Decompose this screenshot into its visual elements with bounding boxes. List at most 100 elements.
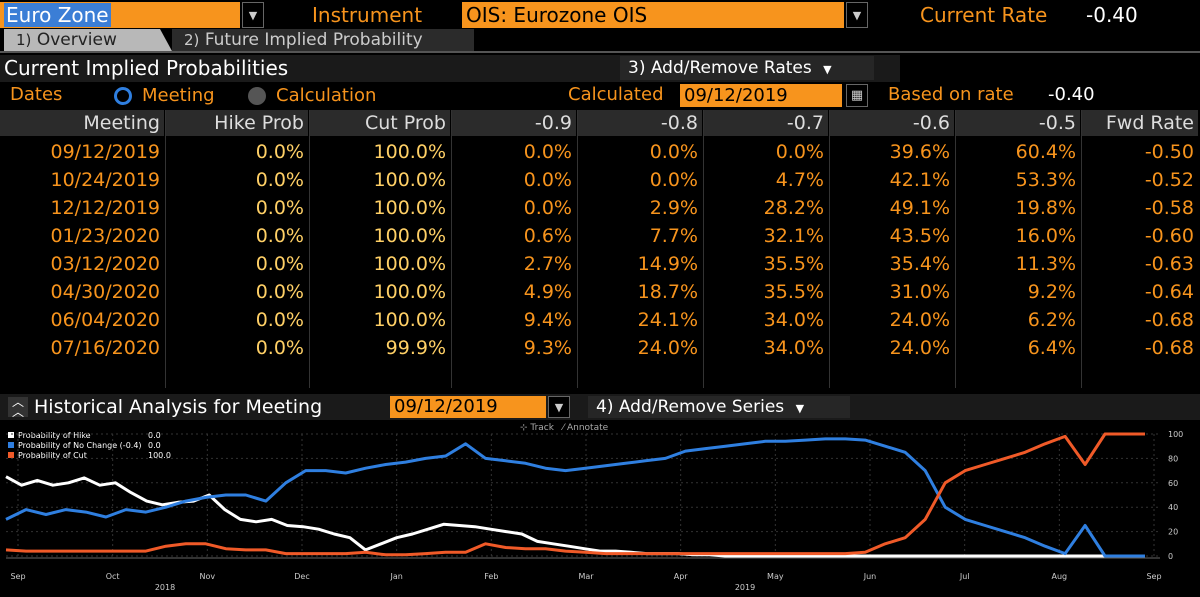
table-cell: 0.0% [255, 281, 304, 303]
based-on-rate-label: Based on rate [888, 84, 1014, 105]
y-tick-label: 60 [1168, 479, 1178, 488]
table-cell: -0.58 [1144, 197, 1194, 219]
table-cell: 100.0% [373, 197, 446, 219]
table-cell: 100.0% [373, 141, 446, 163]
table-cell: 100.0% [373, 281, 446, 303]
table-row[interactable]: 04/30/2020 0.0% 100.0% 4.9% 18.7% 35.5% 31.0% 9… [0, 278, 1200, 306]
annotate-button[interactable]: Annotate [566, 423, 609, 433]
historical-meeting-select[interactable]: 09/12/2019 [390, 396, 546, 418]
table-cell: 31.0% [889, 281, 950, 303]
tab-overview[interactable]: 1) Overview [4, 29, 160, 51]
instrument-value: OIS: Eurozone OIS [466, 3, 648, 27]
calendar-icon[interactable]: ▦ [846, 84, 868, 107]
column-divider [955, 110, 956, 388]
column-header[interactable]: Meeting [0, 110, 164, 136]
column-divider [309, 110, 310, 388]
table-cell: 6.2% [1027, 309, 1076, 331]
track-icon[interactable]: ⊹ [520, 423, 528, 433]
annotate-icon[interactable]: ⁄ [562, 423, 565, 433]
radio-meeting-label[interactable]: Meeting [142, 85, 215, 106]
table-cell: 19.8% [1015, 197, 1076, 219]
tab-overview-label: Overview [36, 30, 117, 50]
radio-calculation-label[interactable]: Calculation [276, 85, 377, 106]
x-tick-label: Sep [10, 572, 25, 581]
section-title: Current Implied Probabilities [4, 56, 289, 80]
column-header[interactable]: -0.6 [830, 110, 954, 136]
x-tick-label: Oct [106, 572, 120, 581]
historical-chart[interactable]: 0 20 40 60 80 100 Sep Oct Nov Dec Jan Feb Mar Apr May J… [0, 422, 1200, 597]
column-header[interactable]: Fwd Rate [1082, 110, 1198, 136]
add-remove-rates-button[interactable]: 3) Add/Remove Rates ▼ [620, 56, 874, 80]
tab-future-implied-probability[interactable]: 2) Future Implied Probability [172, 29, 474, 51]
table-row[interactable]: 09/12/2019 0.0% 100.0% 0.0% 0.0% 0.0% 39.6% 60.… [0, 138, 1200, 166]
legend-hike: Probability of Hike 0.0 [8, 431, 188, 441]
add-remove-series-button[interactable]: 4) Add/Remove Series ▼ [588, 396, 850, 418]
legend-hike-name: Probability of Hike [18, 431, 91, 440]
table-cell: -0.60 [1144, 225, 1194, 247]
legend-cut-value: 100.0 [148, 451, 171, 460]
table-row[interactable]: 12/12/2019 0.0% 100.0% 0.0% 2.9% 28.2% 49.1% 19… [0, 194, 1200, 222]
table-row[interactable]: 01/23/2020 0.0% 100.0% 0.6% 7.7% 32.1% 43.5% 16… [0, 222, 1200, 250]
column-divider [829, 110, 830, 388]
y-tick-label: 80 [1168, 454, 1178, 463]
table-cell: 99.9% [385, 337, 446, 359]
table-cell: 09/12/2019 [50, 141, 160, 163]
column-header[interactable]: -0.7 [704, 110, 828, 136]
calculated-label: Calculated [568, 84, 664, 105]
y-tick-label: 100 [1168, 430, 1183, 439]
table-body: 09/12/2019 0.0% 100.0% 0.0% 0.0% 0.0% 39.6% 60.… [0, 138, 1200, 388]
column-header[interactable]: -0.9 [452, 110, 576, 136]
column-divider [451, 110, 452, 388]
instrument-select[interactable]: OIS: Eurozone OIS [462, 2, 844, 28]
table-cell: 100.0% [373, 169, 446, 191]
table-cell: 7.7% [649, 225, 698, 247]
year-label: 2018 [155, 583, 175, 592]
instrument-dropdown-arrow[interactable]: ▼ [846, 2, 868, 28]
table-cell: 0.0% [649, 141, 698, 163]
table-row[interactable]: 10/24/2019 0.0% 100.0% 0.0% 0.0% 4.7% 42.1% 53.… [0, 166, 1200, 194]
current-rate-value: -0.40 [1086, 3, 1138, 27]
table-cell: 34.0% [763, 337, 824, 359]
table-row[interactable]: 03/12/2020 0.0% 100.0% 2.7% 14.9% 35.5% 35.4% 1… [0, 250, 1200, 278]
probability-table: Meeting Hike Prob Cut Prob -0.9 -0.8 -0.7 -0.6… [0, 110, 1200, 390]
radio-calculation-icon[interactable] [248, 87, 266, 105]
region-dropdown-arrow[interactable]: ▼ [242, 2, 264, 28]
y-tick-label: 20 [1168, 528, 1178, 537]
legend-cut: Probability of Cut 100.0 [8, 451, 188, 461]
collapse-icon[interactable]: ︿ ︿ [8, 396, 28, 418]
legend-cut-name: Probability of Cut [18, 451, 87, 460]
table-cell: 2.9% [649, 197, 698, 219]
dates-label: Dates [10, 84, 63, 105]
track-button[interactable]: Track [530, 423, 554, 433]
calculated-date-input[interactable]: 09/12/2019 [680, 84, 842, 107]
radio-meeting-icon[interactable] [114, 87, 132, 105]
column-header[interactable]: Cut Prob [310, 110, 450, 136]
table-cell: 03/12/2020 [50, 253, 160, 275]
table-cell: 0.0% [255, 169, 304, 191]
table-cell: 53.3% [1015, 169, 1076, 191]
tab-overview-num: 1) [16, 31, 32, 49]
table-cell: 39.6% [889, 141, 950, 163]
table-row[interactable]: 07/16/2020 0.0% 99.9% 9.3% 24.0% 34.0% 24.0% 6.… [0, 334, 1200, 362]
region-select[interactable]: Euro Zone [0, 2, 240, 28]
historical-meeting-dropdown-arrow[interactable]: ▼ [548, 396, 570, 418]
region-value: Euro Zone [4, 3, 111, 27]
table-row[interactable]: 06/04/2020 0.0% 100.0% 9.4% 24.1% 34.0% 24.0% 6… [0, 306, 1200, 334]
table-cell: 0.0% [255, 337, 304, 359]
column-header[interactable]: Hike Prob [166, 110, 308, 136]
column-header[interactable]: -0.8 [578, 110, 702, 136]
table-cell: 9.3% [523, 337, 572, 359]
table-cell: 49.1% [889, 197, 950, 219]
table-cell: 16.0% [1015, 225, 1076, 247]
table-cell: 6.4% [1027, 337, 1076, 359]
table-cell: 24.0% [637, 337, 698, 359]
instrument-label: Instrument [312, 3, 423, 27]
chart-toolbar: ⊹ Track ⁄ Annotate [520, 422, 670, 434]
table-cell: 0.0% [255, 253, 304, 275]
table-cell: 06/04/2020 [50, 309, 160, 331]
table-cell: 43.5% [889, 225, 950, 247]
table-cell: 35.5% [763, 253, 824, 275]
table-cell: 32.1% [763, 225, 824, 247]
column-header[interactable]: -0.5 [956, 110, 1080, 136]
x-tick-label: Apr [674, 572, 689, 581]
